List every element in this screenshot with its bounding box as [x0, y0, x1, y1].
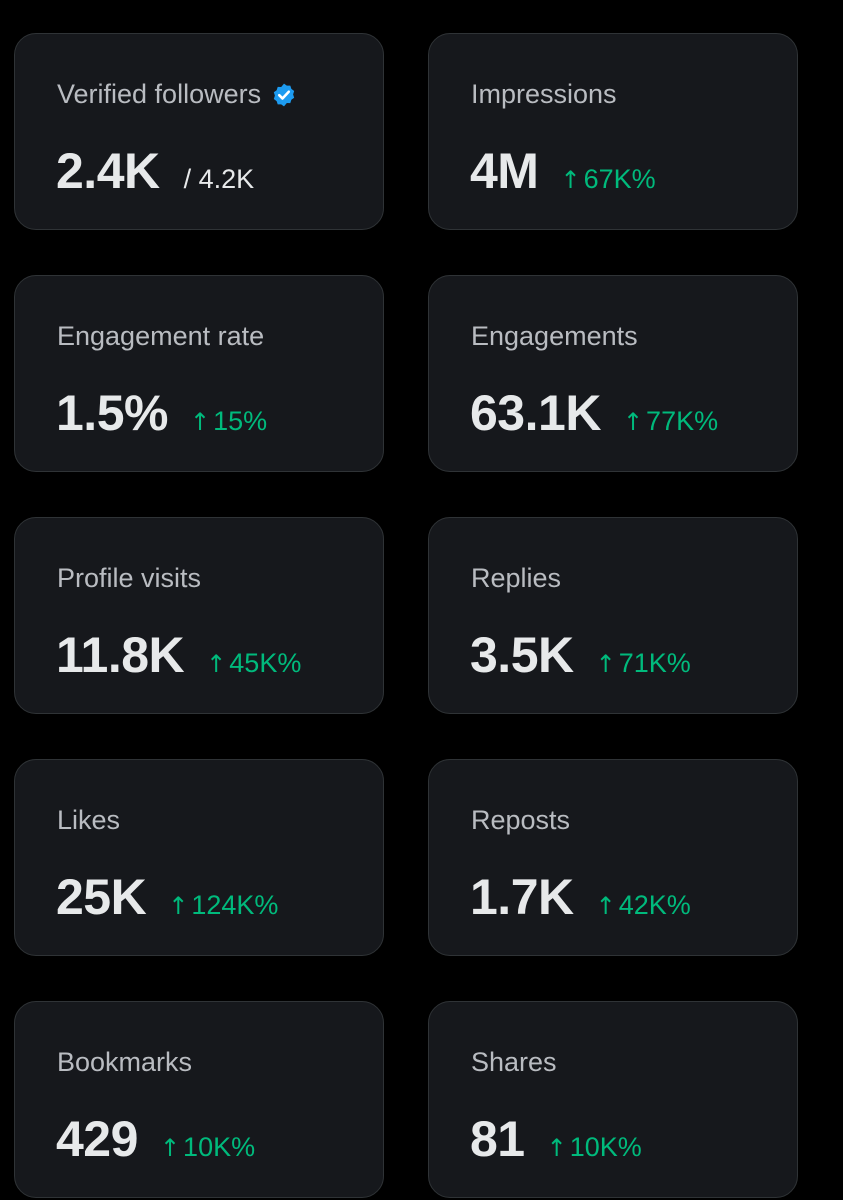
- card-change: ↑ 77K%: [623, 406, 718, 437]
- card-label: Shares: [471, 1047, 557, 1077]
- card-label: Impressions: [471, 79, 617, 109]
- up-arrow-icon: ↑: [560, 166, 581, 194]
- metric-card-impressions[interactable]: Impressions 4M ↑ 67K%: [428, 33, 798, 230]
- card-label: Verified followers: [57, 79, 262, 109]
- metric-card-profile-visits[interactable]: Profile visits 11.8K ↑ 45K%: [14, 517, 384, 714]
- card-value: 429: [56, 1111, 138, 1167]
- up-arrow-icon: ↑: [159, 1134, 181, 1162]
- card-change-value: 45K%: [229, 648, 302, 678]
- metric-card-shares[interactable]: Shares 81 ↑ 10K%: [428, 1001, 798, 1198]
- card-label: Profile visits: [57, 563, 202, 593]
- up-arrow-icon: ↑: [546, 1134, 567, 1162]
- card-value: 1.5%: [56, 385, 168, 441]
- card-value: 2.4K: [56, 143, 160, 199]
- card-change: ↑ 10K%: [160, 1132, 255, 1163]
- card-label: Replies: [471, 563, 562, 593]
- up-arrow-icon: ↑: [206, 650, 227, 678]
- up-arrow-icon: ↑: [189, 408, 211, 436]
- up-arrow-icon: ↑: [595, 650, 616, 678]
- card-change-value: 71K%: [618, 648, 691, 678]
- metric-card-replies[interactable]: Replies 3.5K ↑ 71K%: [428, 517, 798, 714]
- card-change: ↑ 15%: [190, 406, 267, 437]
- card-change-value: 67K%: [583, 164, 656, 194]
- card-value: 63.1K: [470, 385, 601, 441]
- card-label: Likes: [57, 805, 121, 835]
- card-total: / 4.2K: [183, 164, 255, 194]
- metric-card-reposts[interactable]: Reposts 1.7K ↑ 42K%: [428, 759, 798, 956]
- up-arrow-icon: ↑: [595, 892, 616, 920]
- card-change-value: 124K%: [191, 890, 279, 920]
- metric-card-likes[interactable]: Likes 25K ↑ 124K%: [14, 759, 384, 956]
- card-label: Bookmarks: [57, 1047, 193, 1077]
- metric-card-verified-followers[interactable]: Verified followers 2.4K / 4.2K: [14, 33, 384, 230]
- metric-card-bookmarks[interactable]: Bookmarks 429 ↑ 10K%: [14, 1001, 384, 1198]
- card-value: 81: [470, 1111, 525, 1167]
- metric-card-engagement-rate[interactable]: Engagement rate 1.5% ↑ 15%: [14, 275, 384, 472]
- card-value: 25K: [56, 869, 147, 925]
- card-change-value: 42K%: [618, 890, 691, 920]
- card-change: ↑ 42K%: [596, 890, 691, 921]
- card-change: ↑ 71K%: [596, 648, 691, 679]
- card-change-value: 10K%: [569, 1132, 642, 1162]
- metric-card-engagements[interactable]: Engagements 63.1K ↑ 77K%: [428, 275, 798, 472]
- verified-badge-icon: [273, 83, 295, 106]
- card-value: 1.7K: [470, 869, 574, 925]
- card-change-value: 10K%: [183, 1132, 256, 1162]
- card-value: 4M: [470, 143, 539, 199]
- card-value: 3.5K: [470, 627, 574, 683]
- card-change: ↑ 45K%: [206, 648, 301, 679]
- up-arrow-icon: ↑: [168, 892, 189, 920]
- card-change: ↑ 67K%: [560, 164, 655, 195]
- card-change: ↑ 124K%: [168, 890, 278, 921]
- card-change-value: 77K%: [646, 406, 719, 436]
- card-label: Engagement rate: [57, 321, 265, 351]
- card-change: ↑ 10K%: [547, 1132, 642, 1163]
- card-label: Reposts: [471, 805, 571, 835]
- up-arrow-icon: ↑: [622, 408, 644, 436]
- card-change-value: 15%: [213, 406, 268, 436]
- card-label: Engagements: [471, 321, 638, 351]
- card-value: 11.8K: [56, 627, 185, 683]
